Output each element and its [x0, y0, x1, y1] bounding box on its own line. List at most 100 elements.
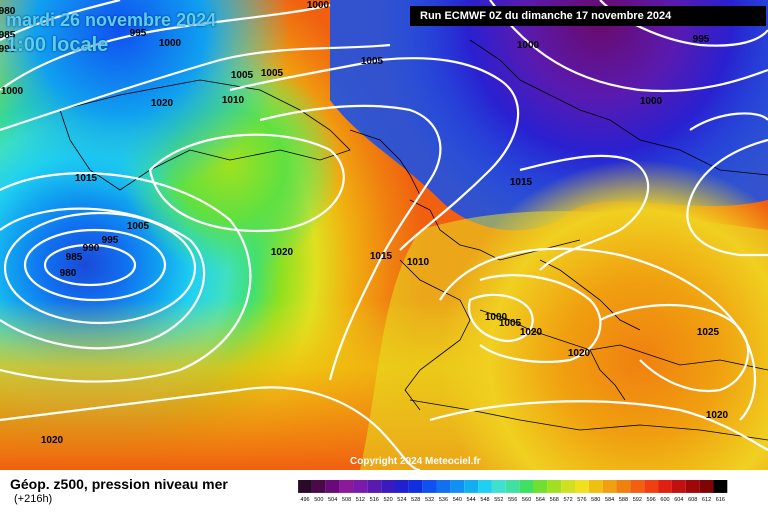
- scale-tick: 612: [702, 497, 711, 503]
- isobar-label: 1020: [271, 247, 294, 258]
- scale-swatch: [381, 480, 395, 493]
- isobar-label: 980: [0, 6, 16, 17]
- scale-swatch: [311, 480, 326, 493]
- scale-tick: 532: [425, 497, 434, 503]
- lead-time: (+216h): [14, 493, 53, 505]
- isobar-label: 985: [0, 30, 16, 41]
- scale-swatch: [395, 480, 409, 493]
- isobar-label: 995: [102, 235, 119, 246]
- isobar-lines: [0, 0, 768, 470]
- scale-swatch: [422, 480, 437, 493]
- scale-tick: 528: [411, 497, 420, 503]
- isobar-label: 1015: [510, 177, 533, 188]
- isobar-label: 1020: [151, 98, 174, 109]
- scale-swatch: [450, 480, 465, 493]
- scale-tick: 548: [480, 497, 489, 503]
- isobar-label: 995: [130, 28, 147, 39]
- isobar-label: 1020: [568, 348, 591, 359]
- isobar-label: 1005: [361, 56, 384, 67]
- scale-swatch: [713, 480, 728, 493]
- run-info: Run ECMWF 0Z du dimanche 17 novembre 202…: [410, 6, 766, 26]
- isobar-label: 1020: [41, 435, 64, 446]
- scale-swatch: [339, 480, 354, 493]
- isobar-label: 1015: [370, 251, 393, 262]
- isobar-label: 990: [0, 44, 16, 55]
- scale-swatch: [685, 480, 700, 493]
- forecast-date: mardi 26 novembre 2024: [6, 10, 217, 30]
- scale-tick: 616: [716, 497, 725, 503]
- scale-swatch: [436, 480, 451, 493]
- scale-tick: 584: [605, 497, 614, 503]
- scale-tick: 504: [328, 497, 337, 503]
- scale-swatch: [533, 480, 548, 493]
- scale-tick: 608: [688, 497, 697, 503]
- scale-swatch: [547, 480, 562, 493]
- isobar-label: 980: [60, 268, 77, 279]
- isobar-labels: 1000995100010051005100510101020101510059…: [0, 0, 729, 446]
- isobar-label: 1005: [127, 221, 150, 232]
- scale-swatch: [464, 480, 479, 493]
- scale-tick: 596: [647, 497, 656, 503]
- isobar-label: 990: [83, 243, 100, 254]
- scale-tick: 564: [536, 497, 545, 503]
- scale-swatch: [408, 480, 423, 493]
- geopotential-map: 1000995100010051005100510101020101510059…: [0, 0, 768, 470]
- scale-swatch: [671, 480, 686, 493]
- scale-tick: 524: [397, 497, 406, 503]
- scale-tick: 560: [522, 497, 531, 503]
- isobar-label: 985: [66, 252, 83, 263]
- scale-swatch: [325, 480, 340, 493]
- scale-tick: 556: [508, 497, 517, 503]
- scale-swatch: [478, 480, 492, 493]
- scale-swatch: [630, 480, 645, 493]
- isobar-label: 1005: [261, 68, 284, 79]
- scale-swatch: [644, 480, 659, 493]
- scale-tick: 568: [550, 497, 559, 503]
- color-scale: 496 500 504 508 512 516 520 524 528 532 536 540 544 5…: [298, 480, 728, 503]
- isobar-label: 1005: [499, 318, 522, 329]
- scale-tick: 576: [577, 497, 586, 503]
- scale-swatch: [602, 480, 617, 493]
- scale-swatch: [699, 480, 714, 493]
- isobar-label: 1010: [222, 95, 245, 106]
- scale-tick: 592: [633, 497, 642, 503]
- forecast-time: 1:00 locale: [6, 34, 109, 56]
- scale-swatch: [519, 480, 534, 493]
- scale-swatch: [491, 480, 506, 493]
- isobar-label: 1025: [697, 327, 720, 338]
- scale-swatch: [561, 480, 575, 493]
- scale-swatch: [353, 480, 368, 493]
- isobar-label: 1000: [517, 40, 540, 51]
- isobar-label: 1000: [1, 86, 24, 97]
- scale-tick: 540: [453, 497, 462, 503]
- isobar-label: 995: [693, 34, 710, 45]
- scale-tick: 536: [439, 497, 448, 503]
- isobar-label: 1000: [485, 312, 508, 323]
- isobar-label: 1000: [159, 38, 182, 49]
- isobar-label: 1010: [407, 257, 430, 268]
- scale-tick: 580: [591, 497, 600, 503]
- scale-tick: 552: [494, 497, 503, 503]
- scale-swatch: [505, 480, 520, 493]
- scale-swatch: [616, 480, 631, 493]
- scale-tick: 512: [356, 497, 365, 503]
- scale-tick: 572: [563, 497, 572, 503]
- scale-tick: 600: [660, 497, 669, 503]
- scale-tick: 500: [314, 497, 323, 503]
- scale-tick: 508: [342, 497, 351, 503]
- isobar-label: 1020: [520, 327, 543, 338]
- scale-tick: 588: [619, 497, 628, 503]
- isobar-label: 1000: [640, 96, 663, 107]
- scale-swatch: [575, 480, 589, 493]
- scale-tick: 516: [370, 497, 379, 503]
- scale-tick: 604: [674, 497, 683, 503]
- scale-swatch: [298, 480, 312, 493]
- scale-tick: 496: [300, 497, 309, 503]
- scale-swatch: [658, 480, 672, 493]
- legend-title: Géop. z500, pression niveau mer: [10, 476, 228, 492]
- scale-swatch: [588, 480, 603, 493]
- copyright: Copyright 2024 Meteociel.fr: [350, 456, 481, 467]
- scale-tick: 544: [467, 497, 476, 503]
- scale-swatch: [367, 480, 382, 493]
